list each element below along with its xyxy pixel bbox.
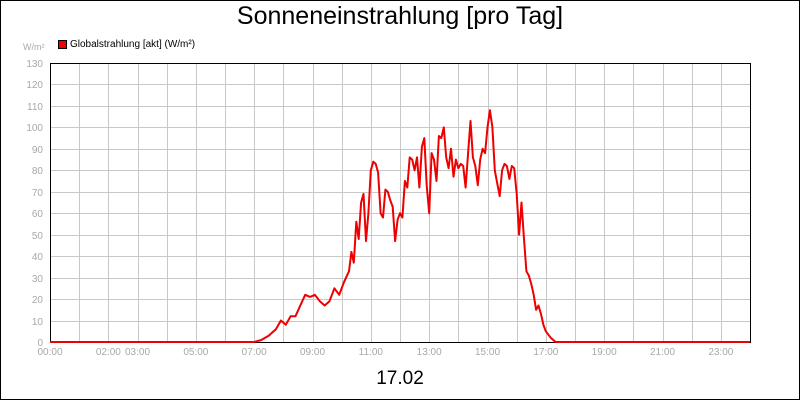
y-tick-label: 80 [32,166,44,177]
y-tick-label: 0 [37,338,43,349]
series-line-globalstrahlung [50,109,750,343]
y-tick-label: 70 [32,188,44,199]
legend-label: Globalstrahlung [akt] (W/m²) [70,39,196,50]
x-tick-label: 23:00 [708,347,733,358]
y-tick-label: 40 [32,252,44,263]
y-axis-unit-label: W/m² [23,42,45,52]
y-tick-label: 110 [27,102,43,113]
x-tick-label: 21:00 [650,347,675,358]
y-tick-label: 90 [32,145,44,156]
x-tick-label: 09:00 [300,347,325,358]
y-tick-label: 10 [32,317,44,328]
x-tick-label: 03:00 [125,347,150,358]
y-tick-label: 20 [32,295,44,306]
y-tick-label: 130 [26,59,43,70]
x-tick-label: 05:00 [183,347,208,358]
x-axis-date-label: 17.02 [376,368,424,389]
x-tick-label: 00:00 [37,347,62,358]
y-tick-label: 50 [32,231,44,242]
x-tick-label: 11:00 [359,347,384,358]
legend: Globalstrahlung [akt] (W/m²) [58,39,195,50]
x-tick-label: 19:00 [592,347,617,358]
y-tick-label: 60 [32,209,44,220]
x-tick-label: 17:00 [533,347,558,358]
x-tick-label: 02:00 [96,347,121,358]
plot-border [50,63,751,343]
y-tick-label: 120 [26,80,43,91]
y-tick-label: 30 [32,274,44,285]
x-tick-label: 07:00 [242,347,267,358]
x-tick-label: 13:00 [417,347,442,358]
chart-title: Sonneneinstrahlung [pro Tag] [236,2,564,30]
x-tick-label: 15:00 [475,347,500,358]
legend-swatch [58,40,67,49]
y-tick-label: 100 [26,123,43,134]
